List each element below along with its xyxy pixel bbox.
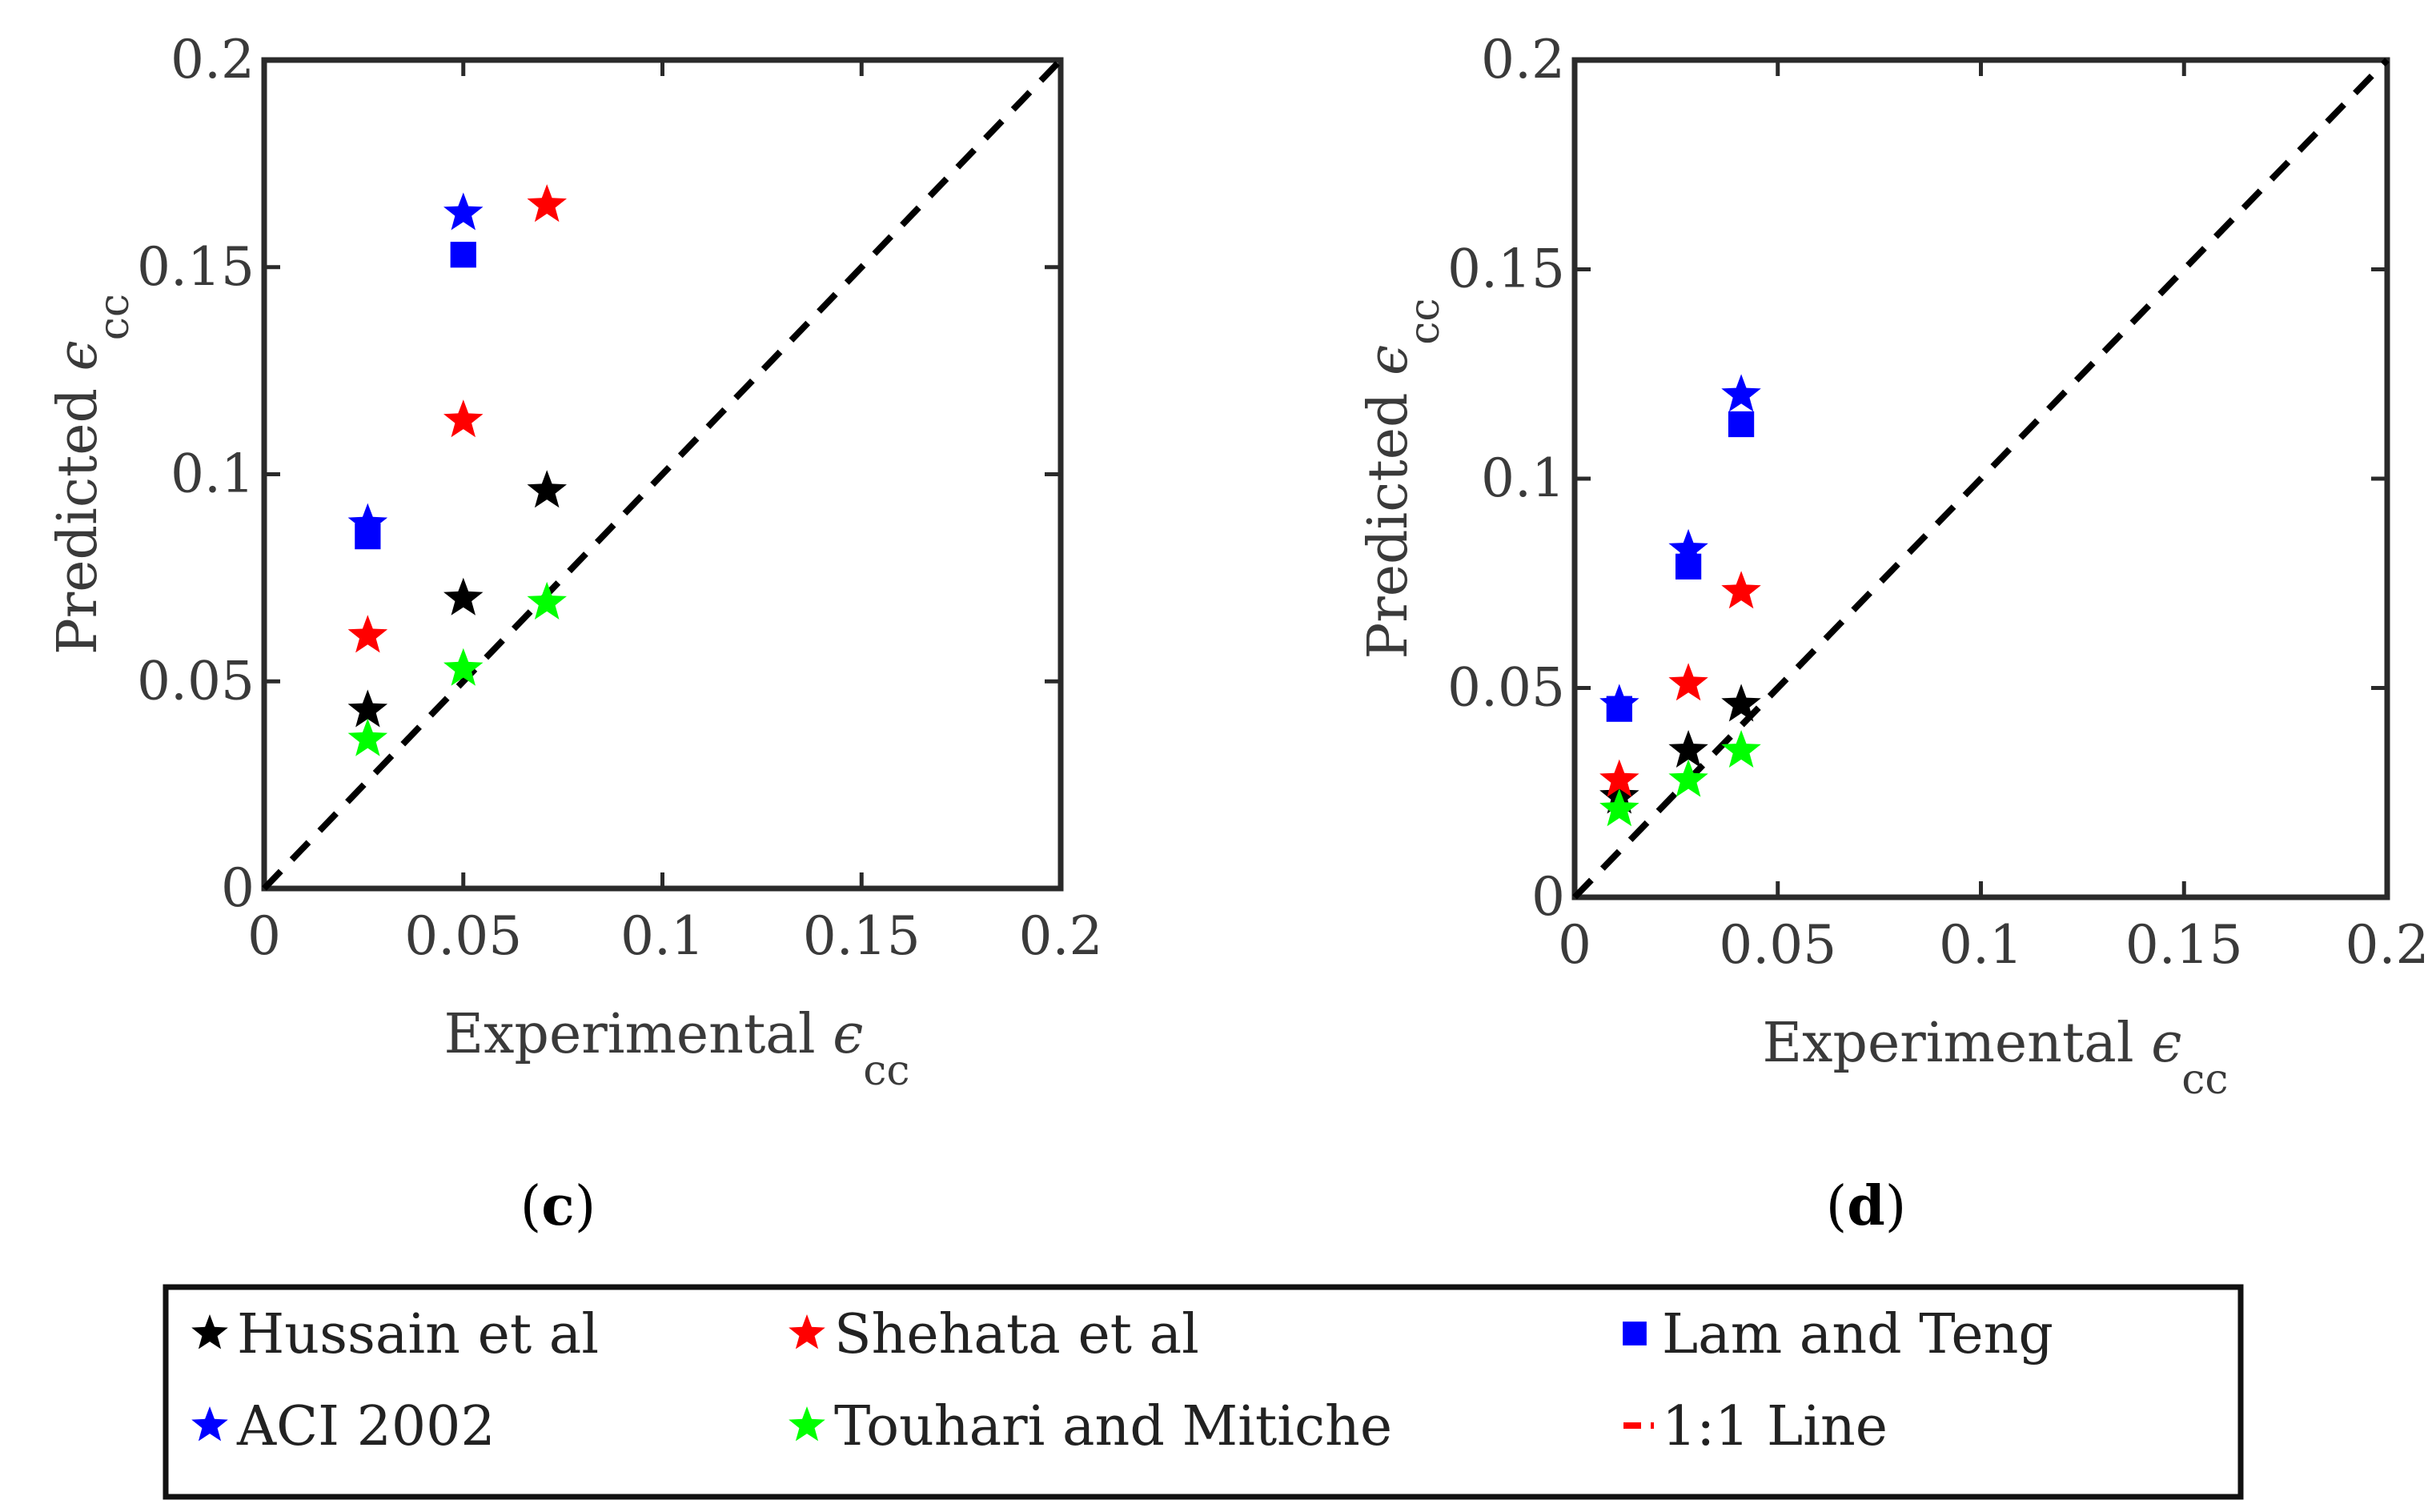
panel-d-y-tick-label: 0.2	[1481, 29, 1565, 90]
panel-c-y-tick-label: 0.05	[137, 650, 255, 712]
panel-d-x-axis-subscript: cc	[2181, 1056, 2228, 1104]
panel-d-point-aci-2002-2	[1721, 374, 1761, 412]
panel-d-x-tick-label: 0.2	[2346, 914, 2430, 976]
panel-c-point-touhari-and-mitiche-2	[527, 581, 567, 620]
panel-c-y-axis-label-text: Predicted	[46, 371, 110, 655]
legend-marker-hussain-et-al	[191, 1314, 228, 1350]
panel-d-y-axis-subscript: cc	[1401, 299, 1449, 345]
panel-c-x-tick-label: 0.05	[404, 905, 522, 967]
panel-d-point-touhari-and-mitiche-2	[1721, 730, 1761, 768]
panel-c-x-tick-label: 0.15	[803, 905, 921, 967]
legend-label-touhari-and-mitiche: Touhari and Mitiche	[834, 1395, 1392, 1458]
panel-d-y-tick-label: 0.15	[1447, 239, 1565, 300]
panel-d-point-touhari-and-mitiche-1	[1668, 759, 1708, 797]
panel-c-point-hussain-et-al-1	[443, 577, 484, 616]
panel-d-point-shehata-et-al-1	[1668, 663, 1708, 701]
panel-c-x-axis-label: Experimental ϵcc	[443, 1003, 909, 1095]
panel-c-one-to-one-line	[262, 58, 1063, 891]
panel-c-y-axis-epsilon: ϵ	[46, 340, 110, 371]
panel-d-x-axis-label-text: Experimental	[1762, 1012, 2151, 1075]
panel-d-point-aci-2002-1	[1668, 528, 1708, 567]
panel-d-y-axis-label: Predicted ϵcc	[1357, 299, 1449, 660]
legend-box	[163, 1284, 2244, 1500]
panel-c-point-lam-and-teng-1	[450, 242, 476, 268]
panel-d-x-axis-epsilon: ϵ	[2151, 1012, 2181, 1075]
legend-label-lam-and-teng: Lam and Teng	[1662, 1303, 2053, 1366]
panel-c-x-tick-label: 0.1	[620, 905, 704, 967]
panel-c-x-axis-subscript: cc	[863, 1047, 909, 1095]
legend-label-1-1-line: 1:1 Line	[1662, 1395, 1888, 1458]
panel-c-point-hussain-et-al-0	[347, 689, 388, 728]
panel-c-letter: c	[541, 1174, 574, 1238]
panel-d-x-tick-label: 0.15	[2125, 914, 2243, 976]
panel-d-caption: (d)	[1826, 1174, 1907, 1238]
panel-c-point-shehata-et-al-0	[347, 615, 388, 653]
panel-c-y-tick-label: 0	[221, 857, 255, 919]
panel-c-x-axis-epsilon: ϵ	[833, 1003, 863, 1066]
panel-c-x-tick-label: 0	[247, 905, 281, 967]
panel-c-point-shehata-et-al-2	[527, 184, 567, 223]
panel-c-plot: 00 0.05 0.05 0.1 0.1 0.15 0.15 0.2 0.2 Experiment…	[46, 29, 1102, 1095]
legend: Hussain et al Shehata et al Lam and Teng AC…	[163, 1284, 2244, 1500]
legend-marker-touhari-and-mitiche	[789, 1406, 825, 1442]
panel-c-y-tick-label: 0.2	[171, 29, 255, 90]
panel-c-point-touhari-and-mitiche-1	[443, 648, 484, 686]
panel-c-x-axis-label-text: Experimental	[443, 1003, 833, 1066]
panel-c-point-shehata-et-al-1	[443, 399, 484, 438]
panel-d-point-hussain-et-al-2	[1721, 684, 1761, 722]
legend-marker-aci-2002	[191, 1406, 228, 1442]
panel-d-point-touhari-and-mitiche-0	[1599, 788, 1639, 827]
panel-d-y-tick-label: 0	[1531, 866, 1565, 928]
panel-c-point-touhari-and-mitiche-0	[347, 718, 388, 756]
panel-c-y-tick-label: 0.15	[137, 236, 255, 298]
panel-d-point-lam-and-teng-2	[1728, 411, 1755, 438]
panel-d-x-tick-label: 0	[1558, 914, 1591, 976]
panel-c-point-hussain-et-al-2	[527, 470, 567, 508]
panel-d-point-aci-2002-0	[1599, 684, 1639, 722]
panel-d-one-to-one-line	[1572, 58, 2390, 900]
panel-c-y-axis-label: Predicted ϵcc	[46, 294, 138, 655]
panel-c-y-tick-label: 0.1	[171, 443, 255, 505]
panel-d-y-axis-label-text: Predicted	[1357, 375, 1420, 660]
panel-d-x-tick-label: 0.1	[1939, 914, 2023, 976]
legend-marker-shehata-et-al	[789, 1314, 825, 1350]
panel-d-point-shehata-et-al-0	[1599, 759, 1639, 797]
legend-marker-lam-and-teng	[1623, 1321, 1647, 1346]
panel-d-x-tick-label: 0.05	[1719, 914, 1836, 976]
panel-d-point-shehata-et-al-2	[1721, 571, 1761, 609]
legend-label-hussain-et-al: Hussain et al	[237, 1303, 599, 1366]
panel-d-plot: 00 0.05 0.05 0.1 0.1 0.15 0.15 0.2 0.2 Experiment…	[1357, 29, 2429, 1104]
panel-d-x-axis-label: Experimental ϵcc	[1762, 1012, 2228, 1104]
panel-c-caption: (c)	[520, 1174, 596, 1238]
panel-c-point-aci-2002-0	[347, 503, 388, 541]
legend-label-aci-2002: ACI 2002	[236, 1395, 496, 1458]
panel-c-y-axis-subscript: cc	[90, 294, 138, 340]
legend-label-shehata-et-al: Shehata et al	[834, 1303, 1199, 1366]
panel-d-letter: d	[1847, 1174, 1885, 1238]
panel-d-y-tick-label: 0.05	[1447, 657, 1565, 719]
panel-d-point-hussain-et-al-1	[1668, 730, 1708, 768]
panel-c-x-tick-label: 0.2	[1019, 905, 1103, 967]
panel-c-point-aci-2002-1	[443, 192, 484, 231]
panel-d-y-axis-epsilon: ϵ	[1357, 345, 1420, 375]
panel-d-y-tick-label: 0.1	[1481, 447, 1565, 509]
